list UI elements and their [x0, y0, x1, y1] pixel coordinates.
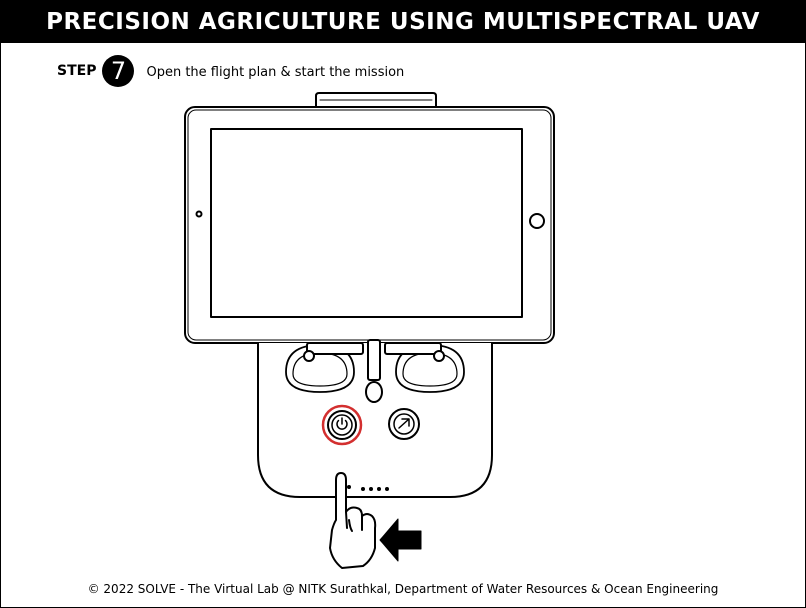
footer-credit: © 2022 SOLVE - The Virtual Lab @ NITK Su… — [87, 582, 719, 596]
title-bar: PRECISION AGRICULTURE USING MULTISPECTRA… — [1, 1, 805, 43]
step-number: 7 — [110, 57, 127, 85]
remote-controller-icon — [257, 339, 493, 498]
tablet-icon — [184, 106, 555, 344]
step-row: STEP 7 Open the flight plan & start the … — [57, 55, 405, 87]
return-home-button-icon — [388, 408, 420, 440]
step-number-badge: 7 — [102, 55, 135, 87]
step-label: STEP — [57, 63, 97, 79]
tablet-clamp-icon — [315, 92, 437, 109]
power-button-icon — [321, 404, 363, 446]
pointing-hand-icon — [329, 472, 377, 569]
arrow-left-icon — [379, 518, 422, 562]
step-instruction: Open the flight plan & start the mission — [146, 64, 405, 80]
page-title: PRECISION AGRICULTURE USING MULTISPECTRA… — [46, 9, 760, 35]
